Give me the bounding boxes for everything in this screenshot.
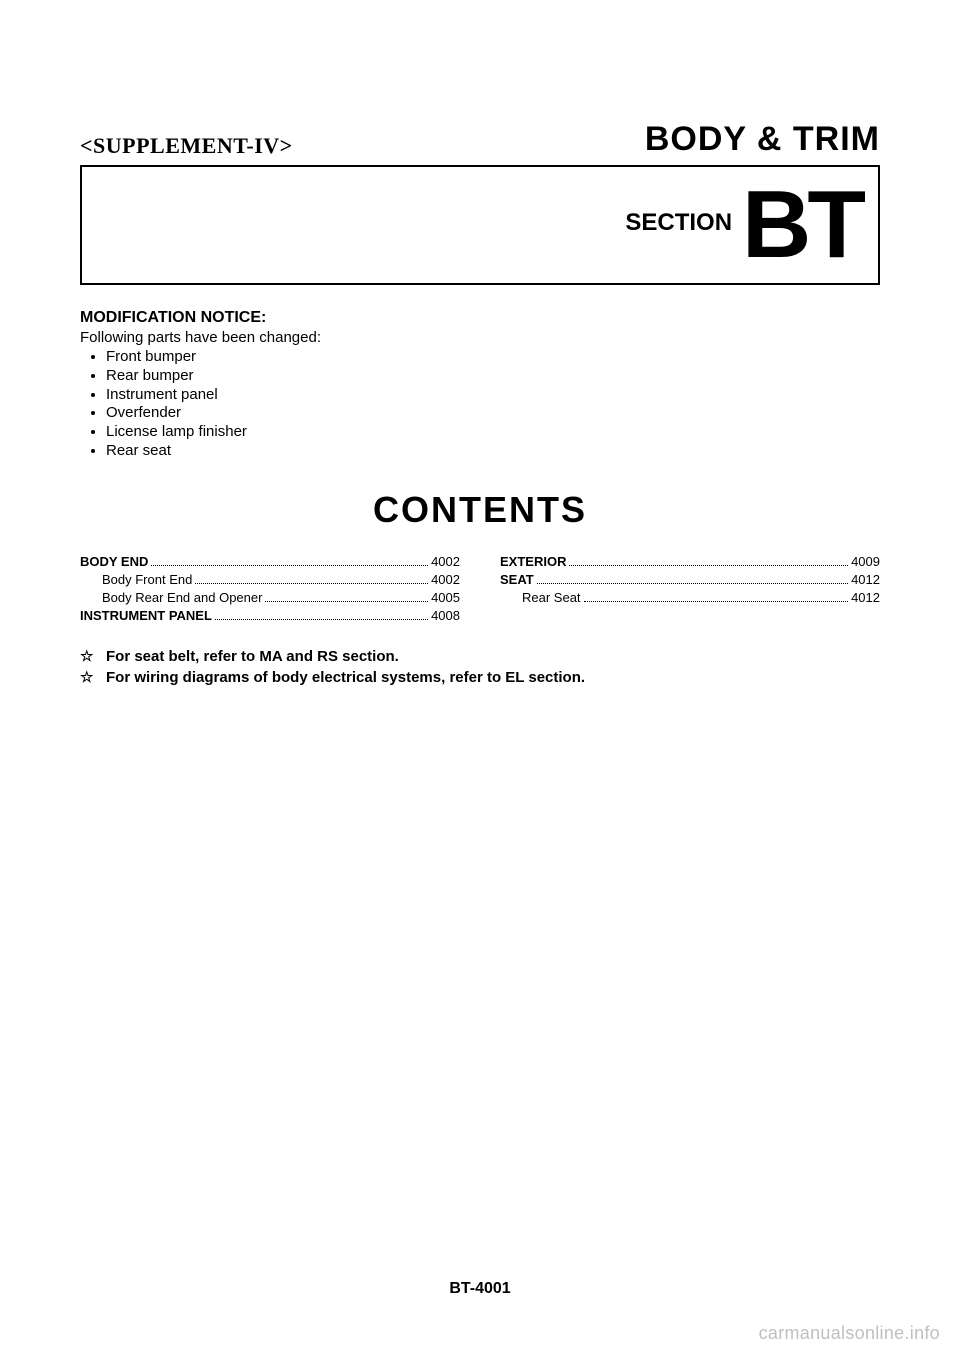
toc-page: 4009 xyxy=(851,553,880,571)
modification-list: Front bumperRear bumperInstrument panelO… xyxy=(80,348,880,461)
toc-entry: Body Rear End and Opener 4005 xyxy=(80,589,460,607)
star-icon: ☆ xyxy=(80,647,106,667)
note-text: For seat belt, refer to MA and RS sectio… xyxy=(106,647,399,667)
toc-entry: BODY END 4002 xyxy=(80,553,460,571)
toc-leader xyxy=(537,583,848,584)
star-icon: ☆ xyxy=(80,668,106,688)
note-text: For wiring diagrams of body electrical s… xyxy=(106,668,585,688)
note-row: ☆For seat belt, refer to MA and RS secti… xyxy=(80,647,880,667)
toc-page: 4005 xyxy=(431,589,460,607)
contents-heading: CONTENTS xyxy=(80,489,880,531)
supplement-label: <SUPPLEMENT-IV> xyxy=(80,133,293,159)
section-label: SECTION xyxy=(625,209,732,241)
toc-label: Body Front End xyxy=(102,571,192,589)
toc-leader xyxy=(215,619,428,620)
toc-page: 4002 xyxy=(431,553,460,571)
page-title: BODY & TRIM xyxy=(645,120,880,159)
section-box: SECTION BT xyxy=(80,165,880,285)
toc-entry: Body Front End 4002 xyxy=(80,571,460,589)
modification-item: Rear bumper xyxy=(106,367,880,386)
toc-leader xyxy=(569,565,848,566)
toc-page: 4012 xyxy=(851,571,880,589)
toc-entry: Rear Seat 4012 xyxy=(500,589,880,607)
toc-leader xyxy=(265,601,428,602)
toc-label: BODY END xyxy=(80,553,148,571)
toc-page: 4002 xyxy=(431,571,460,589)
toc-entry: SEAT 4012 xyxy=(500,571,880,589)
modification-item: License lamp finisher xyxy=(106,423,880,442)
modification-intro: Following parts have been changed: xyxy=(80,329,880,346)
toc-label: EXTERIOR xyxy=(500,553,566,571)
modification-heading: MODIFICATION NOTICE: xyxy=(80,309,880,327)
toc-col-left: BODY END4002Body Front End4002Body Rear … xyxy=(80,553,460,626)
toc-label: SEAT xyxy=(500,571,534,589)
toc-leader xyxy=(151,565,428,566)
toc-label: Rear Seat xyxy=(522,589,581,607)
modification-item: Overfender xyxy=(106,404,880,423)
page-footer: BT-4001 xyxy=(0,1280,960,1298)
toc-leader xyxy=(584,601,849,602)
watermark: carmanualsonline.info xyxy=(759,1323,940,1344)
toc-page: 4012 xyxy=(851,589,880,607)
notes: ☆For seat belt, refer to MA and RS secti… xyxy=(80,647,880,688)
section-code: BT xyxy=(742,177,862,273)
top-line: <SUPPLEMENT-IV> BODY & TRIM xyxy=(80,120,880,159)
toc-col-right: EXTERIOR 4009 SEAT 4012 Rear Seat 4012 xyxy=(500,553,880,626)
page: <SUPPLEMENT-IV> BODY & TRIM SECTION BT M… xyxy=(0,0,960,1358)
modification-item: Instrument panel xyxy=(106,386,880,405)
toc-page: 4008 xyxy=(431,607,460,625)
toc: BODY END4002Body Front End4002Body Rear … xyxy=(80,553,880,626)
modification-item: Front bumper xyxy=(106,348,880,367)
toc-label: INSTRUMENT PANEL xyxy=(80,607,212,625)
modification-item: Rear seat xyxy=(106,442,880,461)
toc-entry: INSTRUMENT PANEL 4008 xyxy=(80,607,460,625)
toc-label: Body Rear End and Opener xyxy=(102,589,262,607)
toc-entry: EXTERIOR 4009 xyxy=(500,553,880,571)
toc-leader xyxy=(195,583,428,584)
note-row: ☆For wiring diagrams of body electrical … xyxy=(80,668,880,688)
